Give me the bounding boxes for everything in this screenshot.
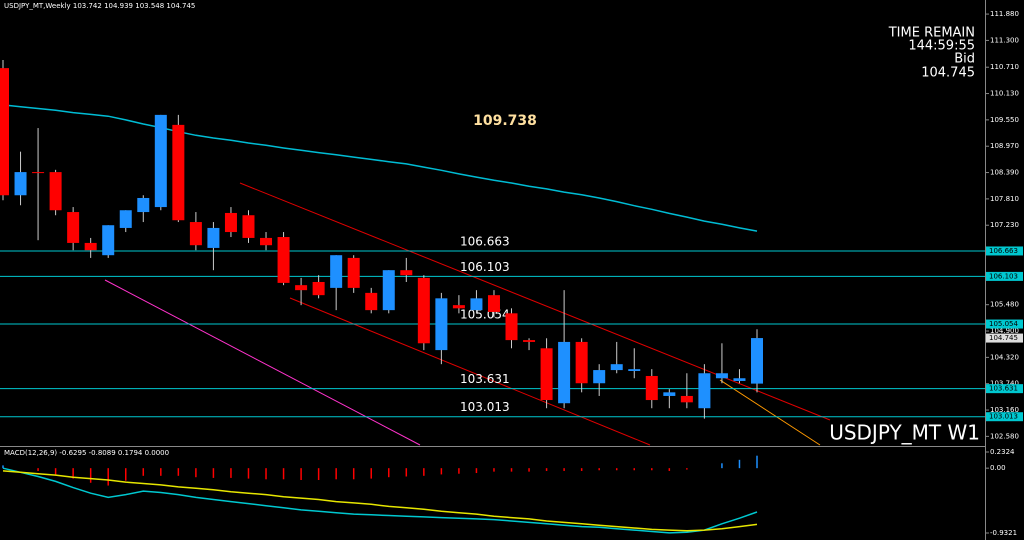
- moving-average: [2, 104, 758, 232]
- candle-body: [680, 395, 693, 403]
- level-box-label: 105.054: [989, 320, 1018, 328]
- candle-body: [628, 369, 641, 371]
- level-box: [986, 319, 1023, 329]
- level-label: 106.103: [460, 260, 510, 274]
- candle-body: [137, 197, 150, 213]
- trend-channel: [289, 297, 651, 446]
- level-box: [986, 412, 1023, 422]
- candle-body: [154, 114, 167, 208]
- candle-body: [645, 375, 658, 401]
- candle-body: [435, 298, 448, 351]
- candle-body: [312, 281, 325, 296]
- candle-body: [49, 172, 62, 211]
- info-line: TIME REMAIN: [888, 26, 975, 41]
- y-tick-label: 108.390: [990, 169, 1019, 177]
- y-tick-label: 105.480: [990, 301, 1019, 309]
- level-box-label: 106.103: [989, 272, 1018, 280]
- chart-title: USDJPY_MT,Weekly 103.742 104.939 103.548…: [4, 2, 195, 10]
- signal-line: [2, 470, 758, 532]
- y-tick-label: 110.130: [990, 90, 1019, 98]
- y-tick-label: 108.970: [990, 142, 1019, 150]
- level-box: [986, 246, 1023, 256]
- y-tick-label: 104.320: [990, 353, 1019, 361]
- bid-box: [986, 333, 1023, 343]
- candle-body: [663, 392, 676, 396]
- level-label: 106.663: [460, 234, 510, 248]
- level-label: 103.631: [460, 372, 510, 386]
- level-box: [986, 384, 1023, 394]
- candle-body: [67, 212, 80, 243]
- watermark: USDJPY_MT W1: [829, 421, 980, 445]
- y-tick-label: 111.300: [990, 36, 1019, 44]
- candle-body: [575, 341, 588, 384]
- macd-line: [2, 467, 758, 534]
- candle-body: [505, 313, 518, 341]
- candle-body: [487, 295, 500, 312]
- candle-body: [382, 270, 395, 311]
- candle-body: [224, 212, 237, 233]
- macd-y-tick-label: -0.9321: [990, 529, 1017, 537]
- candle-body: [172, 124, 185, 221]
- candle-body: [0, 68, 9, 196]
- trend-line: [104, 279, 421, 446]
- candle-body: [242, 215, 255, 238]
- candle-body: [558, 341, 571, 404]
- macd-title: MACD(12,26,9) -0.6295 -0.8089 0.1794 0.0…: [4, 449, 169, 457]
- candle-body: [593, 370, 606, 384]
- candle-body: [295, 285, 308, 291]
- candle-body: [417, 277, 430, 344]
- candle-body: [277, 237, 290, 283]
- level-box-label: 103.013: [989, 413, 1018, 421]
- candle-body: [207, 227, 220, 248]
- candle-body: [733, 378, 746, 381]
- candle-body: [102, 225, 115, 256]
- candle-body: [523, 340, 536, 342]
- candle-body: [470, 298, 483, 311]
- trend-channel: [239, 182, 831, 421]
- candle-body: [330, 255, 343, 288]
- candle-body: [260, 237, 273, 246]
- bid-box-label: 104.745: [989, 334, 1018, 342]
- candle-body: [189, 222, 202, 246]
- info-line: Bid: [954, 52, 975, 67]
- level-box: [986, 271, 1023, 281]
- level-label: 105.054: [460, 308, 510, 322]
- level-label: 103.013: [460, 400, 510, 414]
- trend-line: [719, 379, 821, 446]
- candle-body: [715, 373, 728, 379]
- candle-body: [610, 364, 623, 371]
- level-box-label: 103.631: [989, 385, 1018, 393]
- macd-y-tick-label: 0.2324: [990, 448, 1015, 456]
- candle-body: [400, 270, 413, 276]
- candle-body: [347, 257, 360, 288]
- candle-body: [32, 172, 45, 174]
- y-tick-label: 102.580: [990, 432, 1019, 440]
- candle-body: [751, 338, 763, 384]
- candle-body: [452, 305, 465, 309]
- candle-body: [14, 172, 27, 196]
- y-tick-label: 110.710: [990, 63, 1019, 71]
- candle-body: [84, 242, 97, 251]
- candle-body: [365, 292, 378, 311]
- annotation: 109.738: [473, 113, 537, 129]
- y-tick-label: 111.880: [990, 10, 1019, 18]
- y-tick-label: 104.900: [990, 327, 1019, 335]
- y-tick-label: 109.550: [990, 116, 1019, 124]
- candle-body: [119, 210, 132, 228]
- info-line: 104.745: [921, 66, 975, 81]
- y-tick-label: 103.160: [990, 406, 1019, 414]
- info-line: 144:59:55: [908, 39, 975, 54]
- y-tick-label: 107.230: [990, 221, 1019, 229]
- macd-y-tick-label: 0.00: [990, 464, 1006, 472]
- marks: 111.880 111.300 110.710 110.130 109.550 108.9…: [0, 10, 1023, 537]
- y-tick-label: 103.740: [990, 380, 1019, 388]
- y-tick-label: 107.810: [990, 195, 1019, 203]
- level-box-label: 106.663: [989, 247, 1018, 255]
- candle-body: [698, 373, 711, 409]
- candle-body: [540, 348, 553, 401]
